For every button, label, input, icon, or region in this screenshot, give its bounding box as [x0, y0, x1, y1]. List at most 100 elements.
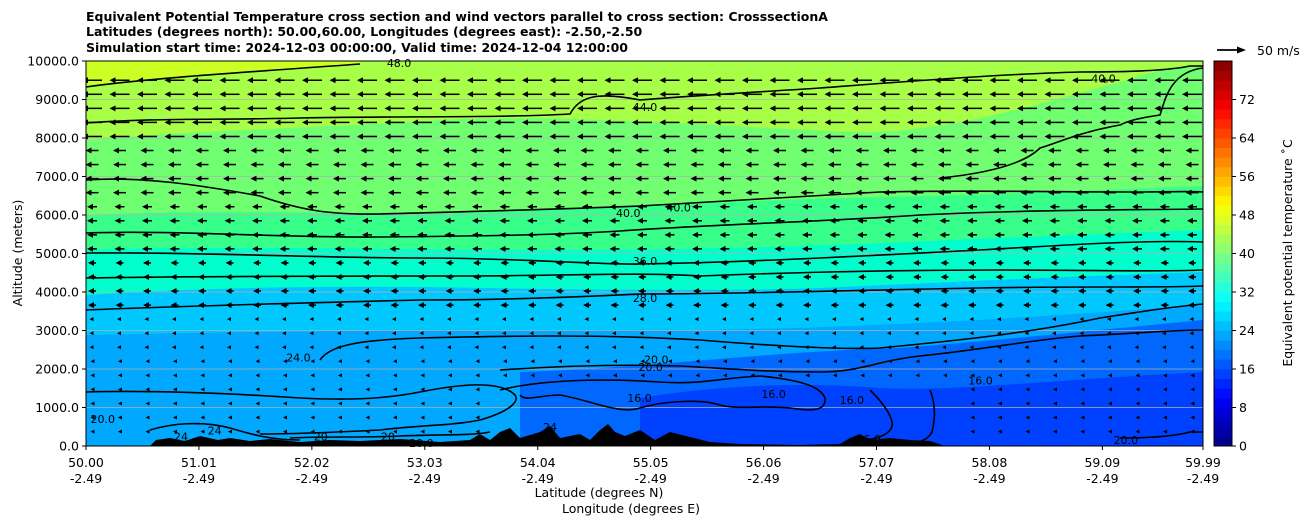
wind-arrow — [338, 415, 342, 420]
wind-arrow — [250, 189, 264, 196]
wind-arrow — [198, 302, 206, 309]
wind-arrow — [942, 345, 946, 350]
wind-arrow — [1053, 359, 1057, 364]
colorbar-band — [1214, 369, 1232, 380]
wind-arrow — [448, 359, 452, 364]
wind-arrow — [140, 189, 154, 196]
wind-arrow — [199, 345, 204, 350]
wind-arrow — [553, 161, 566, 168]
wind-arrow — [279, 203, 290, 210]
wind-arrow — [859, 345, 864, 350]
wind-arrow — [494, 105, 515, 112]
colorbar-band — [1214, 320, 1232, 331]
wind-arrow — [970, 429, 975, 434]
wind-arrow — [604, 77, 625, 84]
y-tick-label: 7000.0 — [35, 169, 79, 184]
wind-arrow — [604, 119, 625, 126]
wind-arrow — [723, 359, 727, 364]
wind-arrow — [664, 245, 675, 252]
wind-arrow — [1053, 429, 1057, 434]
wind-arrow — [329, 133, 350, 140]
x-tick-label-lon: -2.49 — [1086, 471, 1118, 486]
wind-arrow — [1072, 133, 1092, 140]
wind-arrow — [417, 245, 427, 252]
colorbar-tick-label: 72 — [1239, 92, 1255, 107]
wind-arrow — [824, 91, 845, 98]
wind-arrow — [173, 373, 177, 378]
wind-arrow — [549, 77, 570, 84]
colorbar-band — [1214, 378, 1232, 389]
wind-arrow — [417, 231, 427, 238]
wind-arrow — [582, 245, 592, 252]
wind-arrow — [557, 317, 561, 322]
wind-arrow — [362, 245, 372, 252]
wind-arrow — [1158, 189, 1171, 196]
wind-arrow — [168, 175, 181, 182]
wind-arrow — [989, 119, 1010, 126]
wind-arrow — [247, 119, 267, 126]
x-tick-label-lat: 50.00 — [68, 455, 104, 470]
wind-arrow — [473, 273, 481, 280]
wind-arrow — [632, 133, 652, 140]
wind-arrow — [528, 273, 536, 280]
wind-arrow — [253, 302, 261, 309]
wind-arrow — [635, 147, 649, 154]
wind-arrow — [554, 231, 565, 238]
wind-arrow — [145, 429, 150, 434]
wind-arrow — [1080, 359, 1085, 364]
wind-arrow — [608, 147, 621, 154]
wind-arrow — [333, 175, 346, 182]
wind-arrow — [87, 245, 97, 252]
wind-arrow — [718, 175, 731, 182]
wind-arrow — [389, 217, 400, 224]
wind-arrow — [109, 133, 130, 140]
wind-arrow — [200, 387, 205, 392]
wind-arrow — [968, 288, 976, 295]
x-tick-label-lon: -2.49 — [183, 471, 215, 486]
wind-arrow — [109, 119, 130, 126]
colorbar-band — [1214, 359, 1232, 370]
y-tick-label: 9000.0 — [35, 92, 79, 107]
wind-arrow — [137, 105, 157, 112]
wind-arrow — [420, 429, 425, 434]
wind-arrow — [558, 359, 562, 364]
wind-arrow — [797, 105, 817, 112]
wind-arrow — [528, 259, 536, 266]
wind-arrow — [1127, 91, 1147, 98]
contour-label: 20.0 — [91, 413, 116, 426]
wind-arrow — [778, 373, 782, 378]
wind-arrow — [749, 317, 754, 322]
wind-arrow — [970, 387, 975, 392]
colorbar-band — [1214, 176, 1232, 187]
wind-arrow — [247, 77, 267, 84]
wind-arrow — [1133, 273, 1141, 280]
wind-arrow — [219, 105, 240, 112]
wind-arrow — [855, 189, 869, 196]
wind-arrow — [137, 133, 157, 140]
wind-arrow — [172, 345, 176, 350]
wind-arrow — [1108, 359, 1112, 364]
wind-arrow — [360, 189, 374, 196]
wind-arrow — [142, 217, 152, 224]
wind-arrow — [522, 91, 542, 98]
wind-arrow — [388, 189, 401, 196]
wind-arrow — [302, 105, 322, 112]
wind-arrow — [1135, 387, 1140, 392]
wind-arrow — [585, 373, 590, 378]
wind-arrow — [363, 288, 371, 295]
colorbar-band — [1214, 186, 1232, 197]
wind-arrow — [1072, 119, 1092, 126]
wind-arrow — [393, 359, 397, 364]
wind-arrow — [310, 373, 315, 378]
colorbar-band — [1214, 407, 1232, 418]
wind-arrow — [302, 91, 322, 98]
wind-arrow — [1024, 317, 1029, 322]
wind-arrow — [247, 91, 267, 98]
wind-arrow — [910, 189, 924, 196]
wind-arrow — [525, 189, 539, 196]
wind-arrow — [362, 203, 372, 210]
wind-arrow — [962, 119, 982, 126]
wind-arrow — [334, 203, 345, 210]
wind-arrow — [830, 288, 839, 295]
wind-arrow — [777, 317, 781, 322]
